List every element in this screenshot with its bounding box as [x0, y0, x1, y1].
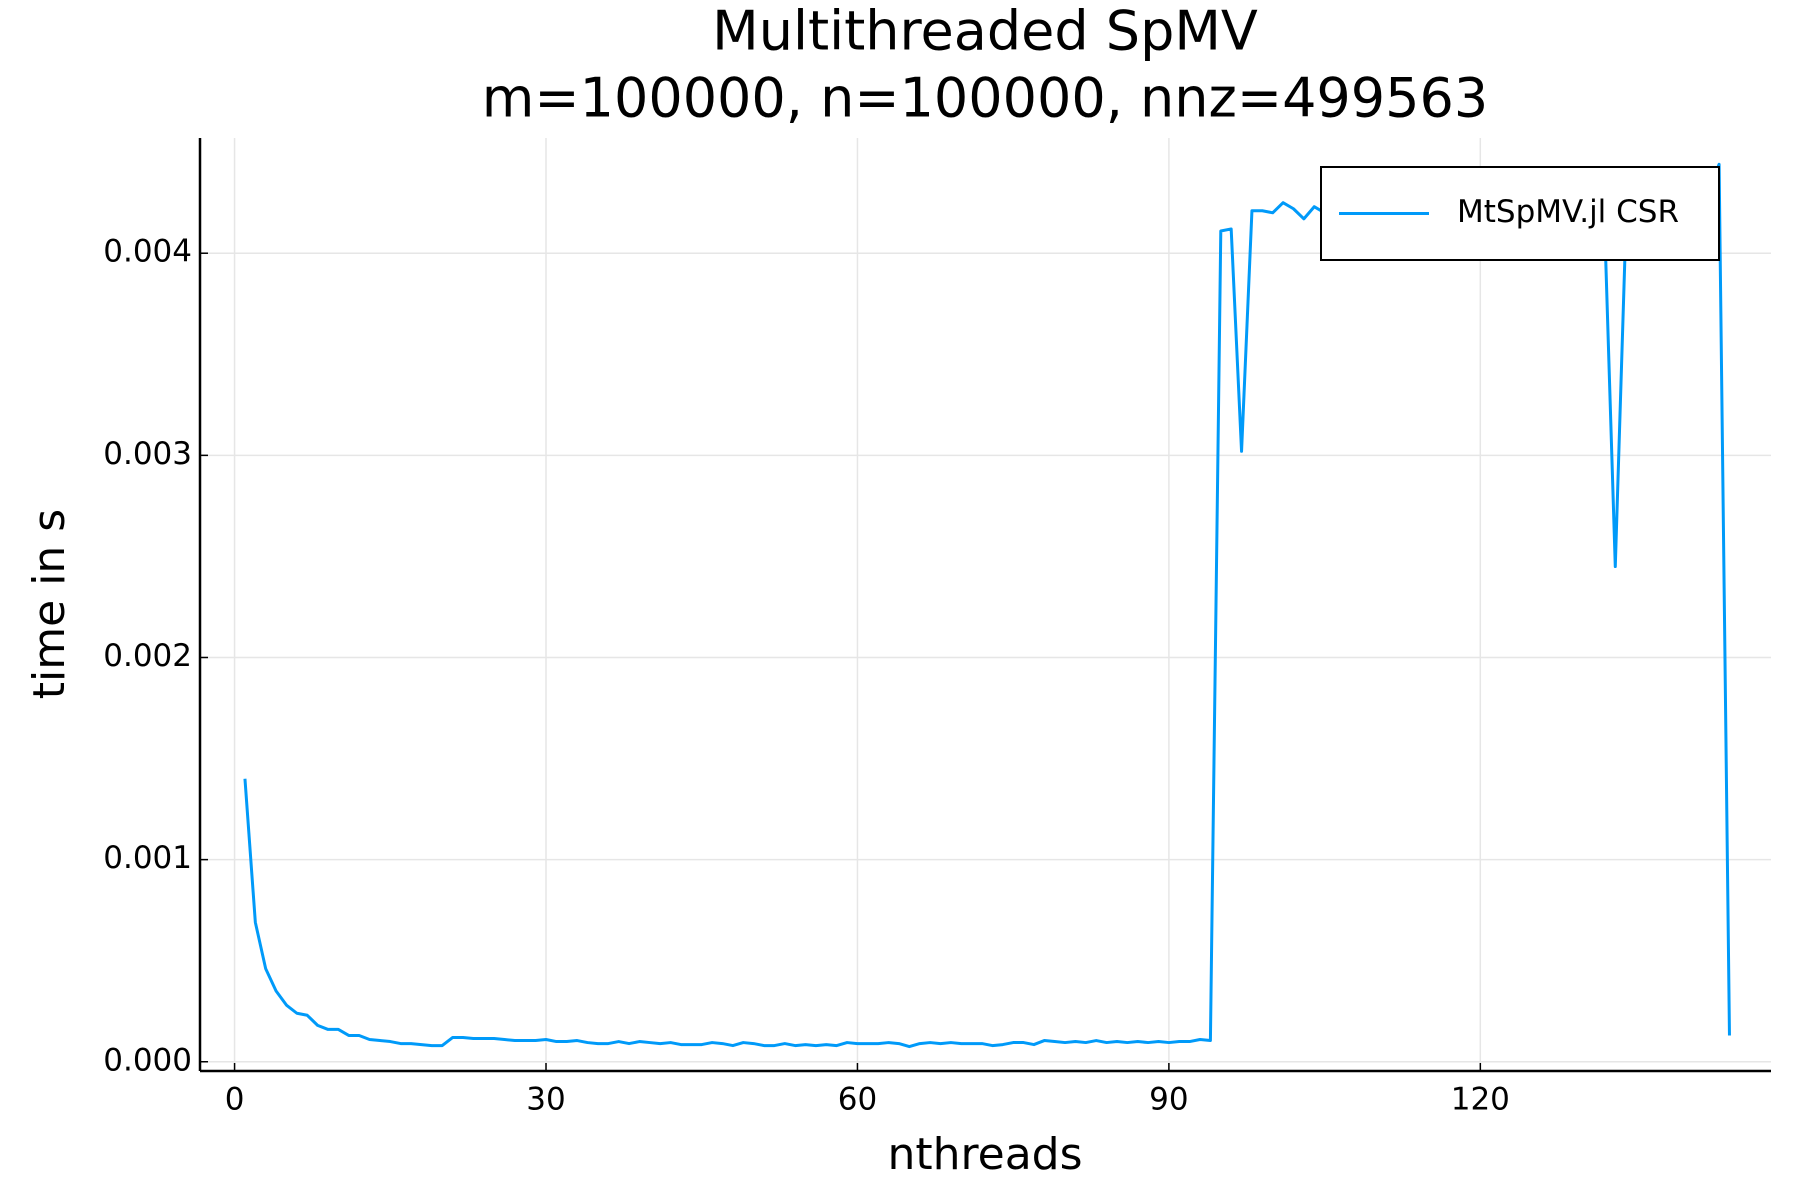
legend-label: MtSpMV.jl CSR — [1457, 194, 1679, 230]
y-tick-label: 0.004 — [103, 234, 192, 270]
x-tick-label: 60 — [838, 1082, 877, 1118]
x-tick-label: 0 — [225, 1082, 245, 1118]
x-tick-label: 120 — [1451, 1082, 1510, 1118]
y-tick-label: 0.001 — [103, 840, 192, 876]
x-tick-label: 30 — [526, 1082, 565, 1118]
x-tick-label: 90 — [1149, 1082, 1188, 1118]
x-axis-label: nthreads — [887, 1129, 1082, 1180]
y-tick-label: 0.002 — [103, 638, 192, 674]
data-line — [243, 162, 1731, 1049]
y-tick-label: 0.000 — [103, 1042, 192, 1078]
y-axis-label: time in s — [24, 509, 75, 699]
chart-title: Multithreaded SpMV — [712, 0, 1258, 63]
chart-subtitle: m=100000, n=100000, nnz=499563 — [482, 67, 1488, 130]
y-tick-label: 0.003 — [103, 436, 192, 472]
